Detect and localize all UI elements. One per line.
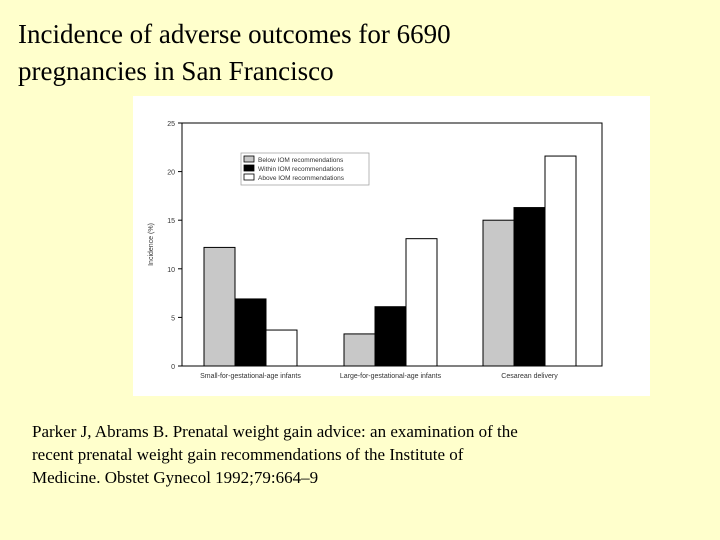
bar [513, 207, 546, 367]
citation-line-1: Parker J, Abrams B. Prenatal weight gain… [32, 422, 518, 441]
bar [374, 306, 407, 367]
legend-box [240, 152, 370, 186]
y-tick-label: 25 [167, 121, 175, 128]
legend-swatch [243, 155, 255, 163]
x-category-label: Cesarean delivery [501, 373, 558, 380]
legend-label: Within IOM recommendations [258, 166, 344, 173]
citation-line-3: Medicine. Obstet Gynecol 1992;79:664–9 [32, 468, 319, 487]
y-tick-label: 0 [171, 364, 175, 371]
bar [343, 333, 376, 367]
y-axis-label: Incidence (%) [148, 223, 155, 266]
y-tick-label: 10 [167, 267, 175, 274]
y-tick-label: 20 [167, 170, 175, 177]
chart-panel: 0 5 10 15 20 25 Incidence (%) Small-for-gestati… [133, 96, 650, 396]
bars-layer [203, 155, 577, 367]
bar [203, 246, 236, 367]
bar [265, 329, 298, 367]
legend-layer: Below IOM recommendations Within IOM reco… [240, 152, 370, 186]
legend-label: Below IOM recommendations [258, 157, 344, 164]
bar [482, 219, 515, 367]
title-line-2: pregnancies in San Francisco [18, 56, 334, 86]
bar [544, 155, 577, 367]
bar [405, 238, 438, 367]
citation: Parker J, Abrams B. Prenatal weight gain… [32, 420, 672, 489]
legend-label: Above IOM recommendations [258, 175, 345, 182]
legend-swatch [243, 173, 255, 181]
slide-title: Incidence of adverse outcomes for 6690 p… [18, 16, 698, 90]
x-category-label: Small-for-gestational-age infants [200, 373, 301, 380]
y-tick-label: 5 [171, 315, 175, 322]
bar-chart: 0 5 10 15 20 25 Incidence (%) Small-for-gestati… [148, 121, 603, 380]
citation-line-2: recent prenatal weight gain recommendati… [32, 445, 464, 464]
legend-swatch [243, 164, 255, 172]
x-category-label: Large-for-gestational-age infants [340, 373, 442, 380]
y-tick-label: 15 [167, 218, 175, 225]
title-line-1: Incidence of adverse outcomes for 6690 [18, 19, 451, 49]
bar [234, 298, 267, 367]
